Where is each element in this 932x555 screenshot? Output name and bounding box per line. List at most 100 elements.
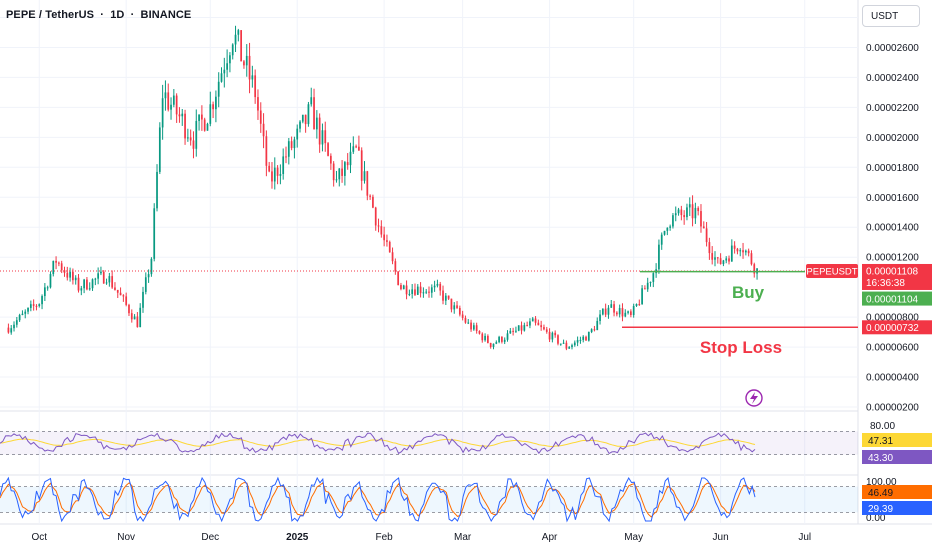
candle-body bbox=[545, 329, 548, 332]
candle-body bbox=[691, 204, 694, 219]
candle-body bbox=[725, 258, 728, 261]
candle-body bbox=[419, 286, 422, 294]
symbol-name[interactable]: PEPE / TetherUS bbox=[6, 9, 95, 21]
candle-body bbox=[714, 257, 716, 260]
candle-body bbox=[621, 308, 624, 317]
candle-body bbox=[97, 273, 100, 279]
candle-body bbox=[526, 325, 529, 327]
candle-body bbox=[422, 292, 425, 294]
candle-body bbox=[341, 168, 343, 176]
candle-body bbox=[296, 128, 299, 140]
candle-body bbox=[13, 324, 15, 329]
candle-body bbox=[444, 295, 447, 301]
y-tick-label: 0.00002200 bbox=[866, 103, 919, 114]
candle-body bbox=[383, 234, 386, 241]
candle-body bbox=[618, 308, 621, 315]
candle-body bbox=[102, 271, 105, 284]
candle-body bbox=[512, 330, 514, 332]
candle-body bbox=[702, 226, 705, 229]
x-tick-label: Jun bbox=[713, 532, 729, 543]
candle-body bbox=[728, 258, 730, 262]
countdown-label: 16:36:38 bbox=[866, 278, 905, 289]
candle-body bbox=[405, 285, 408, 295]
x-tick-label: Feb bbox=[376, 532, 394, 543]
candle-body bbox=[601, 308, 604, 315]
candle-body bbox=[686, 207, 688, 218]
candle-body bbox=[175, 95, 178, 115]
candle-body bbox=[408, 293, 411, 295]
candle-body bbox=[147, 274, 150, 278]
y-tick-label: 0.00002400 bbox=[866, 73, 919, 84]
candle-body bbox=[456, 305, 458, 308]
candle-body bbox=[156, 171, 158, 209]
candle-body bbox=[610, 304, 613, 308]
candle-body bbox=[573, 342, 576, 346]
candle-body bbox=[80, 288, 83, 291]
candle-body bbox=[400, 285, 402, 290]
rsi-tick-label: 80.00 bbox=[870, 421, 895, 432]
candle-body bbox=[282, 156, 285, 175]
candle-body bbox=[478, 330, 481, 334]
candle-body bbox=[349, 151, 352, 166]
candle-body bbox=[229, 55, 231, 64]
candle-body bbox=[344, 162, 346, 176]
candle-body bbox=[397, 271, 400, 286]
candle-body bbox=[114, 287, 116, 290]
rsi-value: 43.30 bbox=[868, 453, 893, 464]
candle-body bbox=[402, 285, 405, 290]
candle-body bbox=[251, 75, 254, 80]
candle-body bbox=[652, 273, 655, 282]
candle-body bbox=[172, 95, 175, 105]
candle-body bbox=[217, 81, 220, 97]
candle-body bbox=[203, 119, 206, 131]
candle-body bbox=[722, 260, 725, 265]
candle-body bbox=[515, 330, 517, 332]
candle-body bbox=[447, 295, 450, 299]
stoch-k-value-bg bbox=[862, 501, 932, 515]
candle-body bbox=[43, 287, 46, 297]
candle-body bbox=[559, 343, 562, 345]
candle-body bbox=[582, 336, 585, 340]
symbol-tag-bg bbox=[806, 263, 858, 278]
candle-body bbox=[234, 34, 237, 45]
candle-body bbox=[94, 278, 97, 280]
candle-body bbox=[596, 320, 599, 331]
candle-body bbox=[590, 329, 593, 332]
candle-body bbox=[557, 335, 559, 344]
candle-body bbox=[624, 312, 627, 317]
candle-body bbox=[492, 343, 495, 347]
candle-body bbox=[425, 291, 428, 293]
candle-body bbox=[531, 318, 534, 322]
candle-body bbox=[644, 288, 646, 290]
candle-body bbox=[100, 271, 102, 274]
x-tick-label: May bbox=[624, 532, 643, 543]
candle-body bbox=[321, 130, 324, 145]
candle-body bbox=[705, 228, 708, 243]
candle-body bbox=[571, 345, 573, 348]
candle-body bbox=[158, 127, 161, 172]
stop-loss-annotation: Stop Loss bbox=[700, 338, 782, 357]
candle-body bbox=[736, 248, 739, 252]
y-tick-label: 0.00001600 bbox=[866, 193, 919, 204]
candle-body bbox=[91, 279, 94, 289]
candle-body bbox=[672, 215, 674, 227]
symbol-tag: PEPEUSDT bbox=[806, 266, 857, 277]
candle-body bbox=[453, 305, 456, 310]
currency-button[interactable]: USDT bbox=[862, 5, 920, 27]
candle-body bbox=[700, 211, 702, 227]
candle-body bbox=[733, 245, 736, 249]
interval-label[interactable]: 1D bbox=[110, 9, 125, 21]
candle-body bbox=[548, 331, 551, 340]
candle-body bbox=[55, 260, 57, 263]
title-separator: · bbox=[100, 9, 105, 21]
y-tick-label: 0.00001800 bbox=[866, 163, 919, 174]
candle-body bbox=[607, 307, 610, 315]
candle-body bbox=[739, 250, 742, 252]
candle-body bbox=[568, 347, 571, 349]
candle-body bbox=[27, 307, 29, 312]
candle-body bbox=[663, 230, 666, 235]
candle-body bbox=[386, 240, 388, 242]
candle-body bbox=[484, 335, 486, 341]
candle-body bbox=[632, 306, 635, 315]
